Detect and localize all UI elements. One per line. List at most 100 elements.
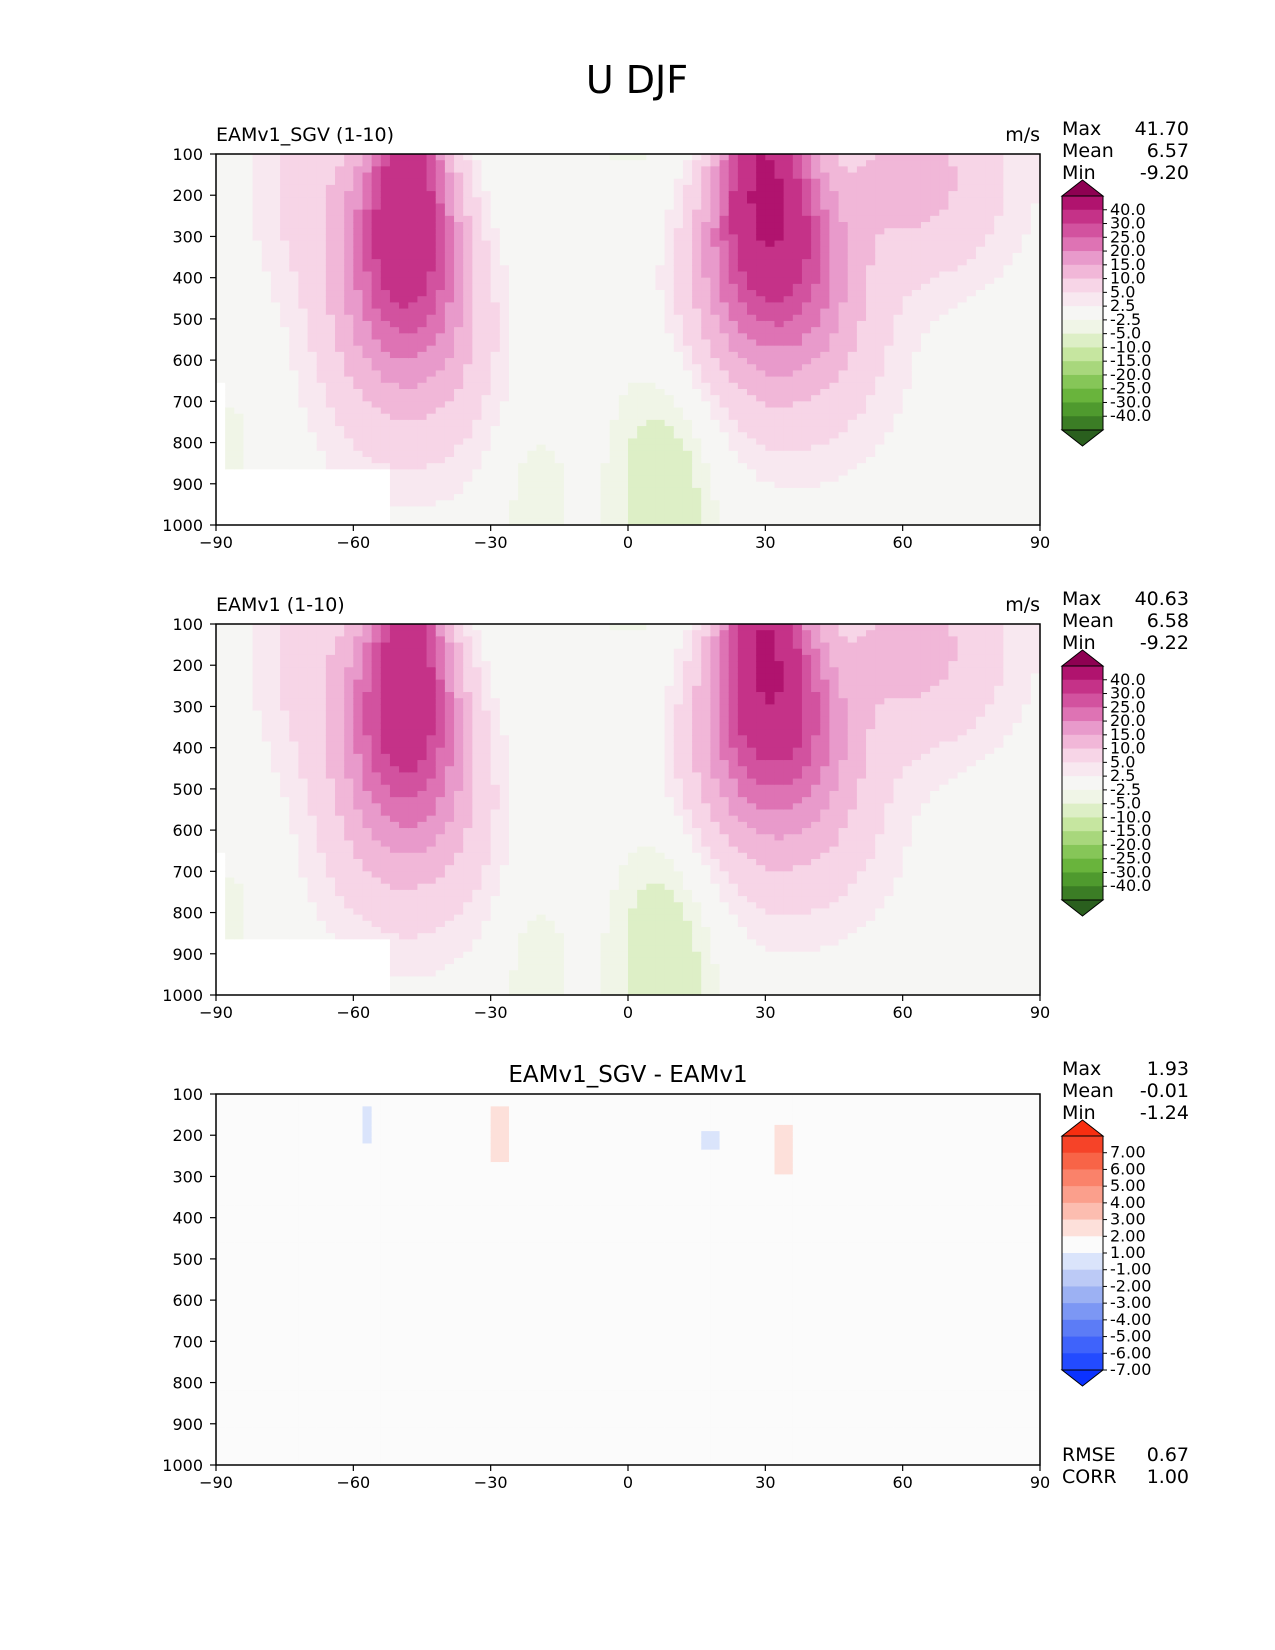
field-cell [820,358,831,365]
field-cell [545,364,556,372]
field-cell [673,395,684,402]
field-cell [710,512,721,520]
field-cell [353,296,364,303]
field-cell [353,388,364,396]
field-cell [261,494,272,501]
field-cell [728,444,739,452]
field-cell [664,277,675,285]
field-cell [573,500,583,508]
field-cell [637,215,647,223]
field-cell [939,475,950,483]
field-cell [847,351,858,359]
field-cell [225,395,235,402]
field-cell [628,184,638,192]
field-cell [508,327,519,334]
field-cell [829,327,840,334]
field-cell [252,184,263,192]
field-cell [371,469,382,477]
field-cell [875,487,885,495]
field-cell [380,370,391,378]
field-cell [435,432,446,440]
field-cell [399,469,409,477]
field-cell [536,518,547,526]
field-cell [225,271,235,279]
field-cell [920,160,931,167]
field-cell [536,283,547,291]
field-cell [847,426,858,433]
field-cell [261,339,272,347]
field-cell [847,438,858,446]
field-cell [902,296,913,303]
field-cell [701,271,711,279]
field-cell [252,358,263,365]
field-cell [756,432,766,440]
field-cell [261,469,272,477]
field-cell [499,500,510,508]
field-cell [298,376,309,384]
field-cell [563,395,574,402]
field-cell [371,444,382,452]
field-cell [252,166,263,174]
field-cell [710,296,721,303]
field-cell [261,407,272,415]
field-cell [298,314,309,322]
field-cell [664,166,675,174]
field-cell [307,370,318,378]
field-cell [252,271,263,279]
field-cell [701,246,711,254]
field-cell [765,388,776,396]
field-cell [838,283,849,291]
field-cell [600,456,611,464]
field-cell [335,370,345,378]
field-cell [737,358,748,365]
field-cell [463,450,473,458]
field-cell [728,463,739,470]
field-cell [307,456,318,464]
field-cell [518,265,528,273]
field-cell [811,259,821,266]
field-cell [563,388,574,396]
field-cell [884,376,895,384]
field-cell [637,388,647,396]
field-cell [609,407,620,415]
field-cell [847,246,858,254]
field-cell [747,283,757,291]
field-cell [444,246,455,254]
field-cell [866,426,876,433]
field-cell [774,277,785,285]
field-cell [737,265,748,273]
field-cell [316,382,327,390]
field-cell [435,246,446,254]
field-cell [316,395,327,402]
field-cell [902,370,913,378]
field-cell [463,166,473,174]
field-cell [499,308,510,316]
field-cell [591,494,602,501]
field-cell [316,327,327,334]
field-cell [866,512,876,520]
field-cell [710,456,721,464]
field-cell [408,487,419,495]
field-cell [307,172,318,180]
field-cell [335,494,345,501]
field-cell [930,444,940,452]
field-cell [591,438,602,446]
field-cell [280,506,290,514]
field-cell [545,395,556,402]
field-cell [655,222,666,229]
field-cell [646,197,657,205]
field-cell [298,302,309,310]
field-cell [426,197,437,205]
field-cell [490,444,501,452]
field-cell [573,450,583,458]
field-cell [444,351,455,359]
field-cell [389,494,400,501]
field-cell [490,395,501,402]
field-cell [554,252,565,260]
field-cell [783,401,794,409]
field-cell [737,222,748,229]
field-cell [472,351,483,359]
field-cell [719,500,730,508]
field-cell [417,252,428,260]
field-cell [335,432,345,440]
